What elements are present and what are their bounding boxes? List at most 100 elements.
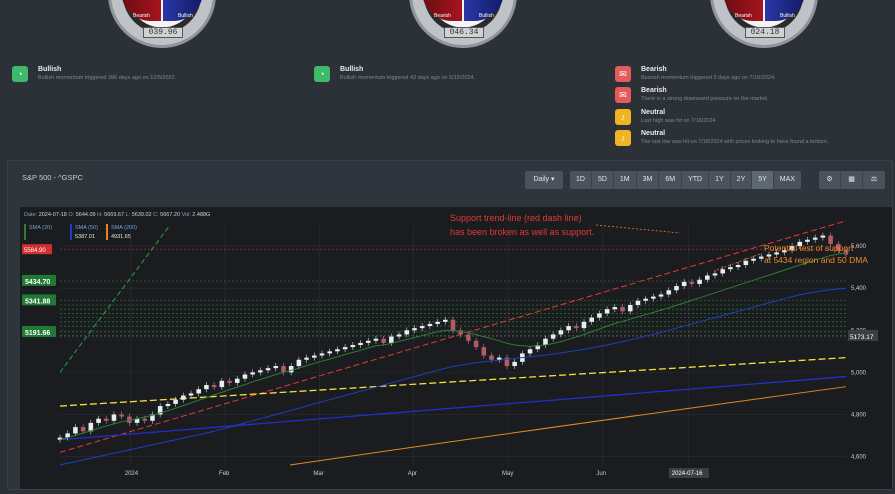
range-1m-button[interactable]: 1M xyxy=(613,171,637,189)
candle-body xyxy=(96,418,101,423)
signal-desc: Bullish momentum triggered 396 days ago … xyxy=(38,75,177,81)
range-5y-button[interactable]: 5Y xyxy=(752,171,774,189)
message-icon: ✉ xyxy=(615,66,631,82)
candle-body xyxy=(466,334,471,341)
signal-title: Bearish xyxy=(641,87,667,94)
candle-body xyxy=(782,250,787,253)
candle-body xyxy=(720,269,725,274)
candle-body xyxy=(373,338,379,341)
gauge-value: 046.34 xyxy=(444,27,484,38)
range-max-button[interactable]: MAX xyxy=(773,171,801,189)
price-chart[interactable]: Date: 2024-07-18 O: 5644.09 H: 5669.67 L… xyxy=(20,207,892,489)
price-tag-bg xyxy=(22,274,56,286)
candle-body xyxy=(504,357,510,367)
candle-body xyxy=(697,279,702,284)
sma50-line xyxy=(59,287,847,466)
gauge-bullish-label: Bullish xyxy=(479,13,494,19)
candle-body xyxy=(651,296,656,299)
candle-body xyxy=(258,370,263,373)
range-5d-button[interactable]: 5D xyxy=(591,171,614,189)
candle-body xyxy=(512,361,517,367)
chart-grid xyxy=(60,225,846,465)
candle-body xyxy=(165,403,171,407)
candle-body xyxy=(627,305,633,312)
candle-body xyxy=(80,427,86,432)
price-chart-svg[interactable]: Date: 2024-07-18 O: 5644.09 H: 5669.67 L… xyxy=(20,207,892,489)
signal-desc: Last high was hit on 7/16/2024 xyxy=(641,118,716,124)
candle-body xyxy=(250,372,255,375)
candle-body xyxy=(389,336,394,343)
ohlc-header: Date: 2024-07-18 O: 5644.09 H: 5669.67 L… xyxy=(24,212,210,218)
candle-body xyxy=(635,300,641,305)
candle-body xyxy=(150,414,155,421)
candle-body xyxy=(543,338,548,345)
red-price-tag-label: 5584.90 xyxy=(24,248,46,254)
candle-body xyxy=(412,328,417,331)
compare-icon[interactable]: ⚖ xyxy=(863,171,885,189)
candle-body xyxy=(111,414,117,421)
candle-body xyxy=(681,281,687,287)
interval-dropdown[interactable]: Daily ▾ xyxy=(525,171,563,189)
candle-body xyxy=(758,256,764,259)
bell-icon: ♪ xyxy=(615,130,631,146)
candle-body xyxy=(119,414,124,417)
x-tick-label: Mar xyxy=(313,471,323,477)
range-3m-button[interactable]: 3M xyxy=(636,171,660,189)
date-tag-bg xyxy=(668,468,709,478)
gauge-bearish-label: Bearish xyxy=(434,13,451,19)
price-tag-label: 5191.66 xyxy=(25,330,50,337)
candle-body xyxy=(234,378,240,383)
range-6m-button[interactable]: 6M xyxy=(659,171,683,189)
gauge-row: Bearish Bullish 039.96 Bearish Bullish 0… xyxy=(0,0,895,50)
x-tick-label: Jun xyxy=(596,471,606,477)
signal-title: Bullish xyxy=(340,66,364,73)
candle-body xyxy=(820,235,826,238)
signal-item: ♪ Neutral The last low was hit on 7/18/2… xyxy=(615,129,828,146)
candle-body xyxy=(666,290,672,295)
candle-body xyxy=(812,237,818,240)
range-2y-button[interactable]: 2Y xyxy=(730,171,753,189)
gauge-bullish-label: Bullish xyxy=(178,13,193,19)
candle-body xyxy=(419,326,425,329)
candle-body xyxy=(581,321,587,329)
candle-body xyxy=(181,395,186,400)
blue-trend-line xyxy=(59,375,847,441)
candle-body xyxy=(288,366,294,373)
candle-body xyxy=(65,433,70,438)
settings-icon[interactable]: ⚙ xyxy=(819,171,841,189)
y-tick-label: 5,400 xyxy=(851,286,867,292)
y-tick-label: 4,600 xyxy=(851,455,867,461)
sma20-line xyxy=(59,252,847,441)
signal-item: ♪ Neutral Last high was hit on 7/16/2024 xyxy=(615,108,716,125)
candle-body xyxy=(496,357,502,360)
date-tag-label: 2024-07-16 xyxy=(672,471,703,477)
range-ytd-button[interactable]: YTD xyxy=(682,171,710,189)
yellow-trend-line xyxy=(59,356,847,407)
candle-body xyxy=(620,307,625,312)
chart-title: S&P 500 - ^GSPC xyxy=(22,173,83,182)
sma20-label: SMA (20) xyxy=(29,225,52,231)
sma-legend: SMA (20) SMA (50) 5387.01 SMA (200) 4931… xyxy=(24,224,137,240)
signal-item: ✉ Bearish There is a strong downward pre… xyxy=(615,86,768,103)
calculator-icon[interactable]: ▦ xyxy=(841,171,863,189)
candle-body xyxy=(404,330,410,335)
candle-body xyxy=(350,345,356,348)
candle-body xyxy=(381,338,386,343)
range-toolbar: 1D 5D 1M 3M 6M YTD 1Y 2Y 5Y MAX xyxy=(570,171,801,189)
candle-body xyxy=(304,357,309,360)
message-icon: ✉ xyxy=(615,87,631,103)
candle-body xyxy=(358,342,363,345)
candle-body xyxy=(273,366,279,369)
range-1d-button[interactable]: 1D xyxy=(570,171,592,189)
candle-body xyxy=(550,334,556,339)
candle-body xyxy=(443,319,448,322)
candle-body xyxy=(843,250,849,255)
last-price-tag-bg xyxy=(848,329,878,341)
candle-body xyxy=(674,286,679,291)
interval-select[interactable]: Daily ▾ xyxy=(525,171,563,189)
sma50-label: SMA (50) xyxy=(75,225,98,231)
signal-desc: There is a strong downward pressure on t… xyxy=(641,96,769,102)
range-1y-button[interactable]: 1Y xyxy=(709,171,731,189)
candle-body xyxy=(735,265,741,268)
signal-desc: The last low was hit on 7/18/2024 with p… xyxy=(641,139,829,145)
